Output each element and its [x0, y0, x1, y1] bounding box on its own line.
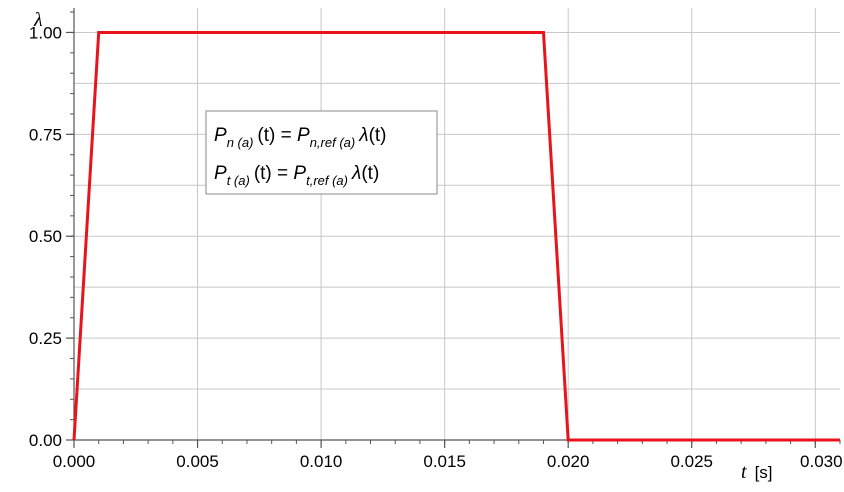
formula-line-1: Pn (a) (t) = Pn,ref (a) λ(t) [214, 125, 387, 150]
ticks: 0.00 0.25 0.50 0.75 1.00 0.000 0.005 0.010 0.015… [29, 11, 843, 471]
x-tick-label: 0.010 [300, 452, 343, 471]
y-tick-label: 0.75 [29, 125, 62, 144]
x-tick-label: 0.005 [176, 452, 219, 471]
x-tick-label: 0.030 [800, 452, 843, 471]
formula-box [205, 110, 438, 195]
x-axis-unit: [s] [755, 463, 773, 482]
y-tick-label: 1.00 [29, 23, 62, 42]
x-axis-var: t [741, 461, 747, 483]
y-tick-label: 0.25 [29, 329, 62, 348]
x-tick-label: 0.020 [547, 452, 590, 471]
formula-annotation: Pn (a) (t) = Pn,ref (a) λ(t) Pt (a) (t) = P… [205, 110, 438, 195]
y-tick-label: 0.50 [29, 227, 62, 246]
axes [73, 8, 840, 441]
x-tick-label: 0.025 [670, 452, 713, 471]
grid [74, 8, 840, 440]
series [72, 30, 840, 442]
series-line [72, 30, 840, 442]
formula-line-2: Pt (a) (t) = Pt,ref (a) λ(t) [214, 163, 379, 188]
x-tick-label: 0.000 [53, 452, 96, 471]
x-tick-label: 0.015 [423, 452, 466, 471]
x-axis-label: t [s] [741, 461, 773, 483]
y-tick-label: 0.00 [29, 431, 62, 450]
y-axis-label: λ [33, 9, 43, 31]
